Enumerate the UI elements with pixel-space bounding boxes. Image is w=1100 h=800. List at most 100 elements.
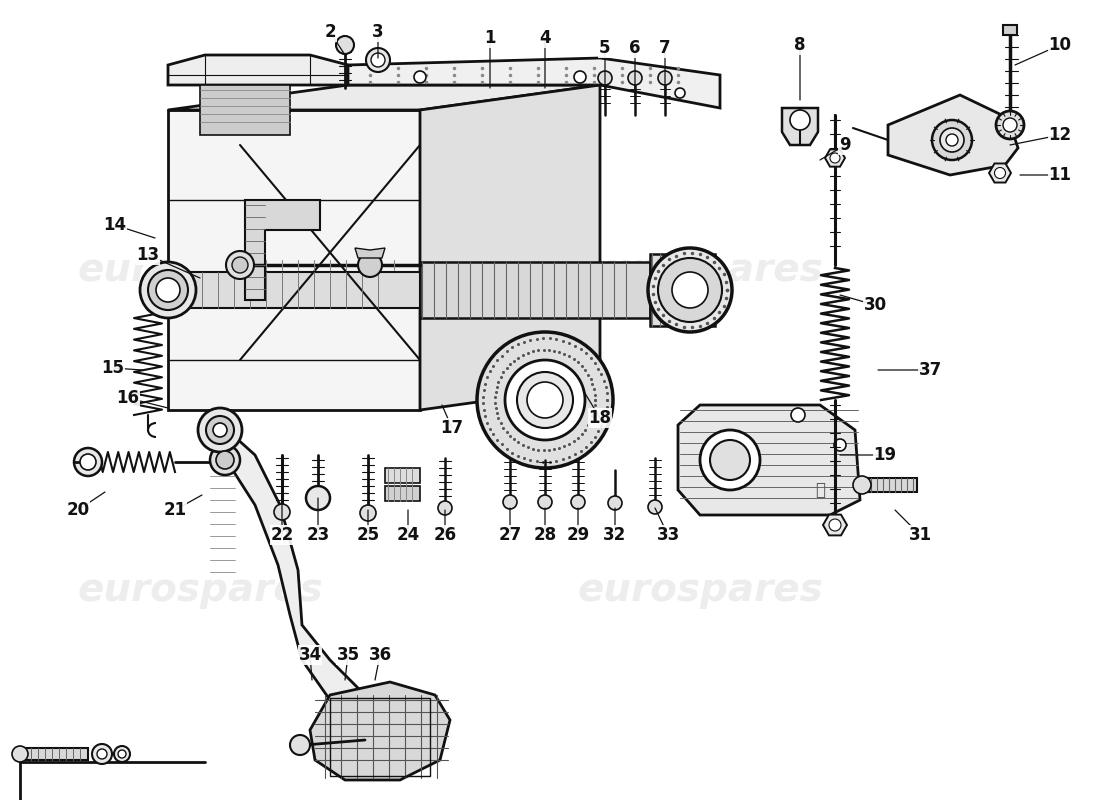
Text: 7: 7 — [659, 39, 671, 57]
Circle shape — [648, 248, 732, 332]
Circle shape — [226, 251, 254, 279]
Text: 14: 14 — [103, 216, 127, 234]
Text: eurospares: eurospares — [578, 571, 823, 609]
Text: 28: 28 — [534, 526, 557, 544]
Circle shape — [306, 486, 330, 510]
Circle shape — [700, 430, 760, 490]
Circle shape — [336, 36, 354, 54]
Circle shape — [213, 423, 227, 437]
Circle shape — [791, 408, 805, 422]
Circle shape — [675, 88, 685, 98]
Text: 10: 10 — [1048, 36, 1071, 54]
Polygon shape — [989, 163, 1011, 182]
Circle shape — [790, 110, 810, 130]
Text: 4: 4 — [539, 29, 551, 47]
Text: 6: 6 — [629, 39, 640, 57]
Circle shape — [505, 360, 585, 440]
Bar — [385, 486, 420, 501]
Polygon shape — [823, 514, 847, 535]
Text: 5: 5 — [600, 39, 610, 57]
Circle shape — [274, 504, 290, 520]
Text: 16: 16 — [117, 389, 140, 407]
Circle shape — [477, 332, 613, 468]
Bar — [20, 748, 88, 760]
Polygon shape — [310, 682, 450, 780]
Bar — [862, 478, 917, 492]
Polygon shape — [168, 55, 348, 85]
Circle shape — [658, 71, 672, 85]
Circle shape — [290, 735, 310, 755]
Text: 23: 23 — [307, 526, 330, 544]
Bar — [650, 254, 715, 326]
Text: 15: 15 — [101, 359, 124, 377]
Circle shape — [598, 71, 612, 85]
Circle shape — [829, 519, 842, 531]
Circle shape — [538, 495, 552, 509]
Bar — [1003, 25, 1018, 35]
Circle shape — [517, 372, 573, 428]
Polygon shape — [782, 108, 818, 145]
Circle shape — [366, 48, 390, 72]
Circle shape — [1003, 118, 1018, 132]
Circle shape — [503, 495, 517, 509]
Polygon shape — [825, 150, 845, 166]
Circle shape — [710, 440, 750, 480]
Text: 19: 19 — [873, 446, 896, 464]
Text: 13: 13 — [136, 246, 160, 264]
Circle shape — [414, 71, 426, 83]
Polygon shape — [420, 85, 600, 410]
Circle shape — [114, 746, 130, 762]
Text: 34: 34 — [298, 646, 321, 664]
Circle shape — [232, 257, 248, 273]
Circle shape — [80, 454, 96, 470]
Text: 36: 36 — [368, 646, 392, 664]
Bar — [168, 272, 420, 308]
Circle shape — [648, 500, 662, 514]
Text: 1: 1 — [484, 29, 496, 47]
Polygon shape — [168, 85, 600, 110]
Text: 21: 21 — [164, 501, 187, 519]
Circle shape — [360, 505, 376, 521]
Text: 3: 3 — [372, 23, 384, 41]
Polygon shape — [168, 110, 420, 410]
Polygon shape — [888, 95, 1018, 175]
Polygon shape — [348, 58, 720, 108]
Text: 32: 32 — [604, 526, 627, 544]
Circle shape — [210, 445, 240, 475]
Bar — [420, 262, 650, 318]
Circle shape — [148, 270, 188, 310]
Text: eurospares: eurospares — [578, 251, 823, 289]
Text: 11: 11 — [1048, 166, 1071, 184]
Circle shape — [12, 746, 28, 762]
Circle shape — [371, 53, 385, 67]
Circle shape — [932, 120, 972, 160]
Text: 37: 37 — [918, 361, 942, 379]
Text: 29: 29 — [566, 526, 590, 544]
Circle shape — [74, 448, 102, 476]
Text: 35: 35 — [337, 646, 360, 664]
Circle shape — [438, 501, 452, 515]
Text: eurospares: eurospares — [77, 571, 323, 609]
Circle shape — [830, 153, 840, 163]
Polygon shape — [355, 248, 385, 258]
Circle shape — [571, 495, 585, 509]
Text: 17: 17 — [440, 419, 463, 437]
Circle shape — [608, 496, 622, 510]
Circle shape — [216, 451, 234, 469]
Circle shape — [198, 408, 242, 452]
Circle shape — [358, 253, 382, 277]
Circle shape — [672, 272, 708, 308]
Circle shape — [527, 382, 563, 418]
Text: 22: 22 — [271, 526, 294, 544]
Bar — [200, 85, 290, 135]
Circle shape — [574, 71, 586, 83]
Polygon shape — [204, 428, 395, 745]
Circle shape — [658, 258, 722, 322]
Circle shape — [994, 167, 1005, 178]
Text: 12: 12 — [1048, 126, 1071, 144]
Bar — [330, 698, 430, 776]
Text: 8: 8 — [794, 36, 805, 54]
Polygon shape — [678, 405, 860, 515]
Text: 20: 20 — [66, 501, 89, 519]
Polygon shape — [245, 200, 320, 300]
